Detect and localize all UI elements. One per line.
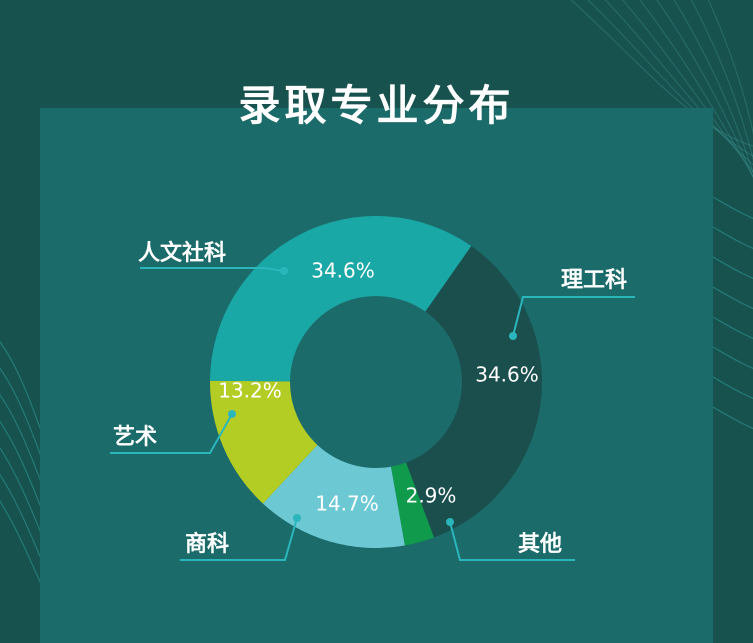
leader-line-艺术 bbox=[110, 413, 233, 454]
wave-line-top-right bbox=[656, 0, 753, 179]
value-label-理工科: 34.6% bbox=[475, 363, 539, 387]
leader-line-商科 bbox=[180, 517, 298, 561]
leader-dot-商科 bbox=[293, 514, 301, 522]
slice-人文社科 bbox=[210, 215, 472, 382]
leader-line-人文社科 bbox=[140, 267, 285, 272]
leader-dot-其他 bbox=[446, 518, 454, 526]
wave-line-top-right bbox=[673, 0, 753, 175]
value-label-商科: 14.7% bbox=[315, 492, 379, 516]
leader-dot-艺术 bbox=[228, 410, 236, 418]
chart-title: 录取专业分布 bbox=[238, 81, 515, 130]
slice-艺术 bbox=[210, 380, 318, 504]
leader-dot-理工科 bbox=[509, 332, 517, 340]
leader-dot-人文社科 bbox=[280, 267, 288, 275]
wave-line-top-right bbox=[707, 0, 753, 135]
wave-line-top-right bbox=[690, 0, 753, 161]
chart-panel bbox=[40, 108, 713, 643]
category-label-艺术: 艺术 bbox=[113, 424, 157, 450]
category-label-商科: 商科 bbox=[185, 531, 229, 557]
wave-line-top-right bbox=[621, 0, 753, 173]
slice-理工科 bbox=[406, 246, 543, 538]
leader-line-其他 bbox=[449, 521, 575, 561]
wave-line-top-right bbox=[587, 0, 753, 157]
category-label-理工科: 理工科 bbox=[561, 268, 627, 293]
value-label-人文社科: 34.6% bbox=[311, 259, 375, 283]
category-label-人文社科: 人文社科 bbox=[138, 240, 226, 266]
value-label-艺术: 13.2% bbox=[218, 379, 282, 403]
leader-line-理工科 bbox=[512, 296, 635, 337]
value-label-其他: 2.9% bbox=[406, 484, 457, 508]
wave-line-top-right bbox=[570, 0, 753, 147]
slice-商科 bbox=[262, 444, 405, 548]
category-label-其他: 其他 bbox=[518, 532, 562, 557]
wave-line-top-right bbox=[639, 0, 753, 178]
slice-其他 bbox=[390, 462, 434, 546]
wave-line-top-right bbox=[604, 0, 753, 166]
